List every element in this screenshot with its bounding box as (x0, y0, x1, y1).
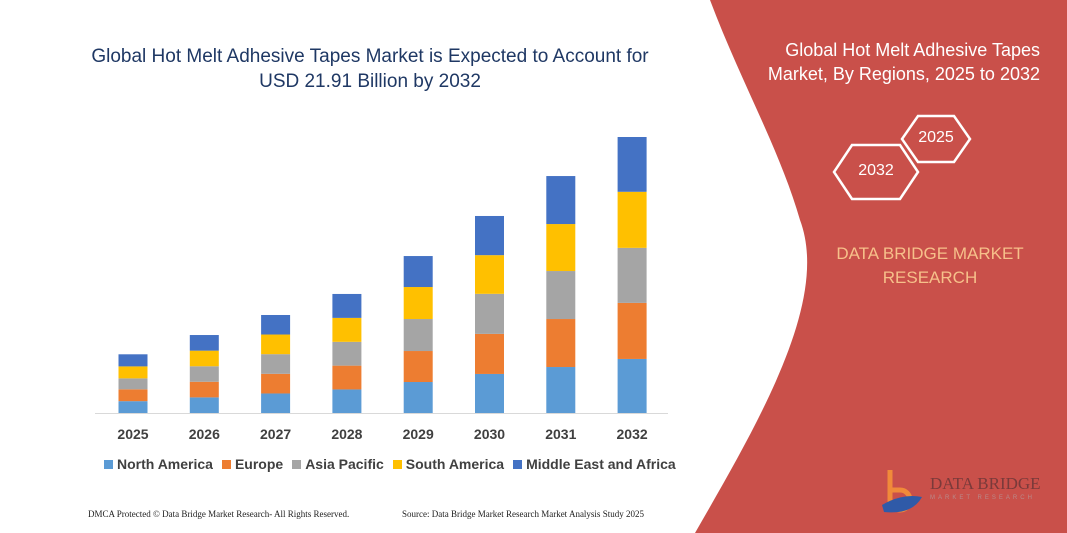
bar-2032-south-america (617, 191, 647, 248)
legend-item: South America (392, 456, 505, 472)
bar-2032-north-america (617, 358, 647, 413)
bar-2027-asia-pacific (261, 354, 291, 374)
legend-item: Middle East and Africa (513, 456, 676, 472)
x-tick-label: 2027 (260, 426, 292, 442)
bar-2031-europe (546, 319, 576, 368)
legend-label: Europe (234, 456, 284, 472)
legend-swatch (513, 460, 523, 469)
legend-label: North America (117, 456, 213, 472)
footer-source: Source: Data Bridge Market Research Mark… (402, 509, 644, 519)
bar-2027-north-america (261, 393, 291, 413)
bar-2025-middle-east-and-africa (118, 354, 148, 367)
chart-title: Global Hot Melt Adhesive Tapes Market is… (91, 46, 649, 92)
bar-2028-europe (332, 365, 362, 390)
legend-item: Asia Pacific (292, 456, 384, 472)
bar-2031-middle-east-and-africa (546, 176, 576, 225)
legend-swatch (104, 460, 113, 469)
legend-swatch (221, 460, 231, 469)
hex-label-2025: 2025 (918, 129, 954, 146)
bar-2025-asia-pacific (118, 378, 148, 390)
bar-2027-europe (261, 373, 291, 394)
bar-2027-middle-east-and-africa (261, 314, 291, 335)
legend-swatch (392, 460, 402, 469)
x-tick-label: 2030 (473, 426, 506, 442)
logo-text: DATA BRIDGE (930, 474, 1041, 493)
legend-label: Asia Pacific (305, 456, 384, 472)
x-tick-label: 2028 (331, 426, 363, 442)
legend-swatch (292, 460, 302, 469)
data-bridge-logo-icon (882, 470, 922, 513)
bar-2028-asia-pacific (332, 341, 362, 366)
bar-2029-north-america (403, 382, 433, 413)
bar-2030-south-america (475, 255, 504, 294)
brand-text: DATA BRIDGE MARKET RESEARCH (836, 244, 1024, 287)
footer-copyright: DMCA Protected © Data Bridge Market Rese… (88, 509, 350, 519)
bar-2028-north-america (332, 389, 362, 413)
bar-2032-middle-east-and-africa (617, 137, 647, 192)
legend-item: North America (104, 456, 213, 472)
bar-2026-europe (189, 381, 219, 398)
bar-2026-south-america (189, 350, 219, 367)
x-tick-label: 2026 (188, 426, 220, 442)
bar-2028-middle-east-and-africa (332, 293, 362, 318)
bar-2031-south-america (546, 224, 576, 272)
legend-label: South America (405, 456, 505, 472)
bar-2031-north-america (546, 367, 576, 413)
bar-2026-north-america (189, 397, 219, 413)
bar-2031-asia-pacific (546, 271, 576, 320)
bar-2029-south-america (403, 287, 433, 320)
legend-label: Middle East and Africa (526, 456, 676, 472)
x-tick-label: 2029 (402, 426, 434, 442)
bar-2030-middle-east-and-africa (475, 215, 504, 256)
x-tick-label: 2031 (545, 426, 577, 442)
legend-item: Europe (221, 456, 284, 472)
bar-2030-asia-pacific (475, 293, 504, 334)
panel-title: Global Hot Melt Adhesive Tapes Market, B… (767, 40, 1040, 84)
bar-2032-asia-pacific (617, 247, 647, 303)
red-panel (695, 0, 1067, 533)
bar-2025-south-america (118, 366, 148, 379)
hexagon-2032 (832, 143, 920, 201)
bar-2030-north-america (475, 373, 504, 413)
bar-2029-asia-pacific (403, 319, 433, 352)
bar-2026-middle-east-and-africa (189, 335, 219, 351)
hex-label-2032: 2032 (858, 162, 894, 179)
bar-2027-south-america (261, 334, 291, 355)
bar-2026-asia-pacific (189, 366, 219, 382)
hexagon-2025 (900, 114, 972, 164)
x-tick-label: 2025 (117, 426, 149, 442)
legend: North America Europe Asia Pacific South Ame… (104, 456, 676, 472)
bar-2030-europe (475, 333, 504, 374)
bar-2025-north-america (118, 401, 148, 413)
logo-subtext: MARKET RESEARCH (930, 495, 1035, 501)
bar-2025-europe (118, 389, 148, 402)
bar-2029-europe (403, 351, 433, 383)
bar-2029-middle-east-and-africa (403, 256, 433, 288)
bar-2032-europe (617, 302, 647, 359)
x-tick-label: 2032 (616, 426, 648, 442)
bar-2028-south-america (332, 317, 362, 342)
